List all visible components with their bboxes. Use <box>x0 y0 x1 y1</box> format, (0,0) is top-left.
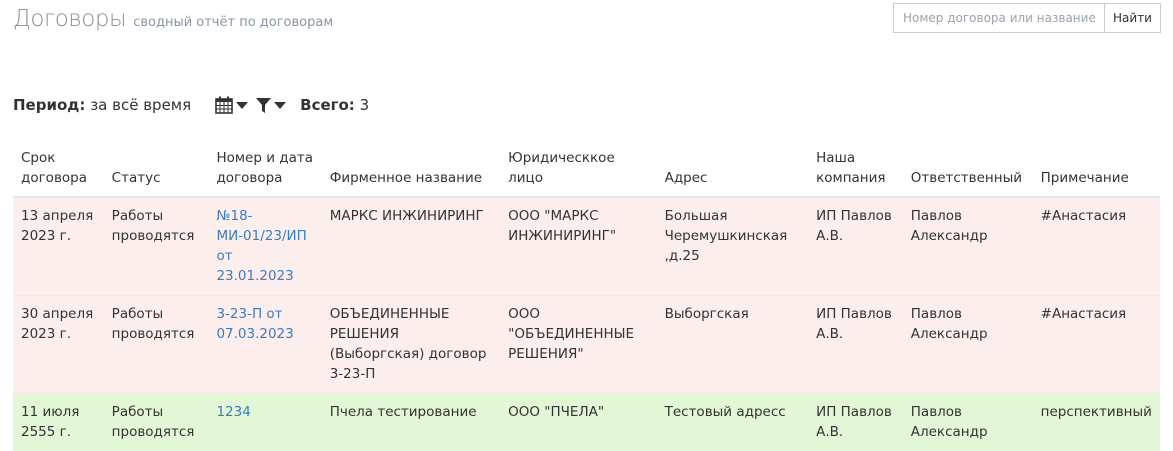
table-cell: Большая Черемушкинская ,д.25 <box>657 197 809 296</box>
toolbar: Период: за всё время Всего: 3 <box>13 96 369 114</box>
table-cell: ООО "МАРКС ИНЖИНИРИНГ" <box>500 197 656 296</box>
column-header: Ответственный <box>903 148 1033 197</box>
table-row: 11 июля 2555 г.Работы проводятся 1234 Пчел… <box>13 394 1160 451</box>
column-header: Юридическкое лицо <box>500 148 656 197</box>
column-header: Срок договора <box>13 148 104 197</box>
table-cell: Павлов Александр <box>903 394 1033 451</box>
table-cell: #Анастасия <box>1033 296 1160 394</box>
title-main: Договоры <box>13 6 126 32</box>
calendar-icon <box>215 96 233 114</box>
column-header: Наша компания <box>808 148 903 197</box>
column-header: Адрес <box>657 148 809 197</box>
filter-icon <box>256 97 271 113</box>
column-header: Статус <box>104 148 209 197</box>
total-label: Всего: <box>300 96 355 114</box>
chevron-down-icon <box>236 102 248 109</box>
table-cell: Работы проводятся <box>104 197 209 296</box>
filter-dropdown[interactable] <box>256 97 286 113</box>
table-cell: Выборгская <box>657 296 809 394</box>
period-label: Период: <box>13 96 85 114</box>
chevron-down-icon <box>274 102 286 109</box>
table-cell: 11 июля 2555 г. <box>13 394 104 451</box>
table-cell: ООО "ПЧЕЛА" <box>500 394 656 451</box>
search-button[interactable]: Найти <box>1104 3 1161 33</box>
table-cell: Работы проводятся <box>104 394 209 451</box>
table-cell: №18-МИ-01/23/ИП от 23.01.2023 <box>208 197 321 296</box>
contract-link[interactable]: 1234 <box>216 404 250 420</box>
table-cell: ИП Павлов А.В. <box>808 296 903 394</box>
column-header: Номер и дата договора <box>208 148 321 197</box>
period-value: за всё время <box>90 96 191 114</box>
table-cell: Тестовый адресс <box>657 394 809 451</box>
table-cell: Работы проводятся <box>104 296 209 394</box>
column-header: Фирменное название <box>322 148 500 197</box>
contract-link[interactable]: 3-23-П от 07.03.2023 <box>216 306 293 342</box>
table-cell: ОБЪЕДИНЕННЫЕ РЕШЕНИЯ (Выборгская) догово… <box>322 296 500 394</box>
column-header: Примечание <box>1033 148 1160 197</box>
table-cell: ИП Павлов А.В. <box>808 394 903 451</box>
search-form: Найти <box>893 3 1161 33</box>
table-cell: МАРКС ИНЖИНИРИНГ <box>322 197 500 296</box>
search-input[interactable] <box>893 3 1104 33</box>
table-cell: Павлов Александр <box>903 296 1033 394</box>
table-cell: #Анастасия <box>1033 197 1160 296</box>
table-cell: 3-23-П от 07.03.2023 <box>208 296 321 394</box>
table-cell: Павлов Александр <box>903 197 1033 296</box>
title-subtitle: сводный отчёт по договорам <box>133 15 333 30</box>
table-cell: 13 апреля 2023 г. <box>13 197 104 296</box>
total-value: 3 <box>360 96 370 114</box>
table-cell: 1234 <box>208 394 321 451</box>
table-cell: ООО "ОБЪЕДИНЕННЫЕ РЕШЕНИЯ" <box>500 296 656 394</box>
table-cell: перспективный <box>1033 394 1160 451</box>
table-cell: Пчела тестирование <box>322 394 500 451</box>
table-cell: ИП Павлов А.В. <box>808 197 903 296</box>
contract-link[interactable]: №18-МИ-01/23/ИП от 23.01.2023 <box>216 208 306 284</box>
table-cell: 30 апреля 2023 г. <box>13 296 104 394</box>
calendar-dropdown[interactable] <box>215 96 248 114</box>
page-title: Договоры сводный отчёт по договорам <box>13 6 333 32</box>
